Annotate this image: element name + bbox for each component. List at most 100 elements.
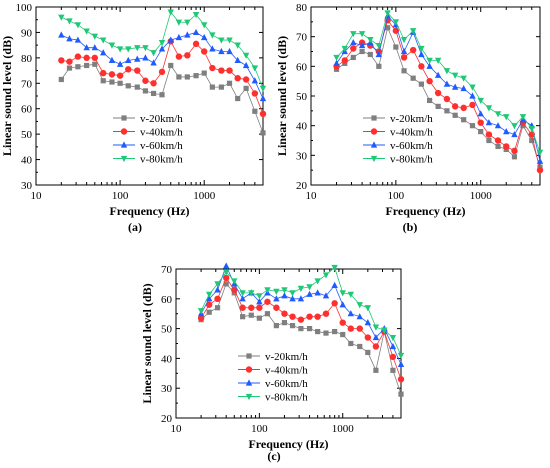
series-v-40km/h [333,17,544,174]
data-point [350,39,357,46]
legend-marker [120,128,128,135]
legend: v-20km/h v-40km/hv-60km/h v-80km/h [363,113,433,166]
data-point [259,85,267,92]
data-point [350,45,357,52]
data-point [289,290,296,297]
data-point [142,45,149,52]
legend-label: v-60km/h [140,140,183,152]
data-point [443,68,451,75]
data-point [201,70,207,76]
data-point [58,76,64,83]
legend-label: v-80km/h [390,154,433,166]
data-point [243,85,249,91]
data-point [142,77,149,84]
data-point [331,281,338,288]
data-point [281,292,288,299]
data-point [478,129,484,135]
data-point [75,64,81,70]
data-point [375,50,383,58]
data-point [83,28,90,35]
legend-label: v-20km/h [390,113,433,125]
data-point [426,77,433,85]
data-point [528,126,535,133]
data-point [306,284,313,291]
data-point [398,391,404,397]
data-point [134,67,141,74]
data-point [167,9,174,16]
x-tick-label: 100 [388,190,405,202]
x-tick-label: 10 [306,190,318,202]
series-v-80km/h [333,10,544,156]
data-point [315,328,321,335]
data-point [393,44,399,50]
data-point [231,278,238,285]
series-line [200,266,402,356]
data-point [235,95,241,102]
data-point [314,278,321,285]
data-point [74,36,82,43]
data-point [218,47,225,55]
legend-label: v-40km/h [265,365,308,377]
chart-panel-2: 20 30 40 50 60 70 80 10 100 1000 Frequency (Hz) Lin… [275,2,544,234]
data-point [426,62,433,69]
data-point [134,45,141,52]
data-point [434,71,442,78]
data-point [192,28,200,36]
data-point [223,281,229,287]
data-point [314,289,321,296]
y-tick-label: 60 [161,294,173,306]
data-point [109,79,115,85]
data-point [376,63,382,69]
data-point [401,68,407,74]
data-point [333,59,340,66]
data-point [192,12,200,19]
data-point [529,137,535,144]
series-line [336,26,541,168]
legend-marker [370,155,378,163]
data-point [485,131,493,138]
data-point [332,328,338,335]
data-point [242,76,250,83]
data-point [511,130,518,138]
legend-marker [245,393,253,401]
data-point [289,323,296,329]
data-point [58,31,65,38]
data-point [205,291,213,298]
data-point [536,157,544,164]
data-point [175,53,183,60]
x-tick-label: 1000 [193,190,216,202]
data-point [234,75,241,82]
data-point [536,166,544,174]
data-point [58,14,65,21]
data-point [251,65,259,72]
data-point [226,47,233,55]
data-point [74,22,82,29]
data-point [372,333,380,341]
data-point [397,360,405,367]
data-point [197,314,205,322]
data-point [260,130,266,136]
data-point [460,84,467,92]
data-point [494,111,502,118]
data-point [218,67,225,74]
data-point [400,54,408,61]
legend-marker [246,353,252,359]
legend-marker [370,141,378,148]
data-point [350,54,356,61]
series-v-60km/h [58,28,267,102]
y-tick-label: 20 [296,180,308,192]
data-point [206,309,212,315]
data-point [248,304,255,311]
data-point [201,22,208,29]
data-point [323,330,329,336]
data-point [239,290,246,297]
data-point [259,110,267,118]
data-point [218,84,224,90]
legend-marker [120,141,128,148]
x-tick-label: 100 [251,423,268,435]
data-point [426,57,433,64]
data-point [201,48,208,55]
data-point [158,68,166,76]
legend-marker [245,366,253,373]
y-tick-label: 70 [296,32,308,44]
